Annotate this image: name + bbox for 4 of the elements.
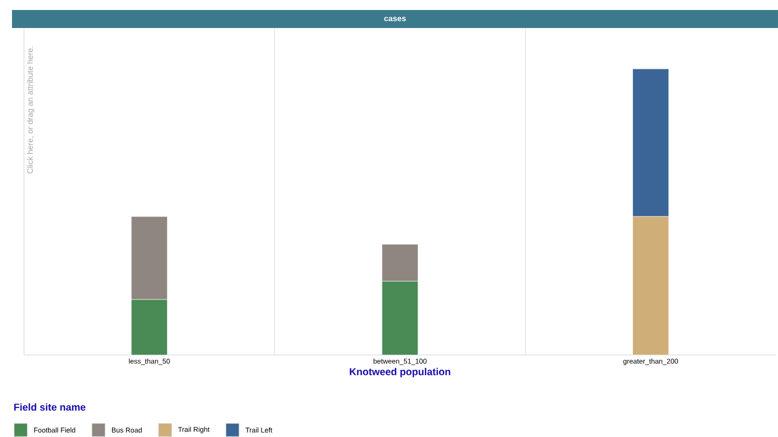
legend-title: Field site name	[14, 403, 86, 411]
x-axis-title: Knotweed population	[350, 368, 450, 378]
chart-title: cases	[384, 16, 406, 22]
y-axis-title: Click here, or drag an attribute here.	[27, 46, 34, 174]
